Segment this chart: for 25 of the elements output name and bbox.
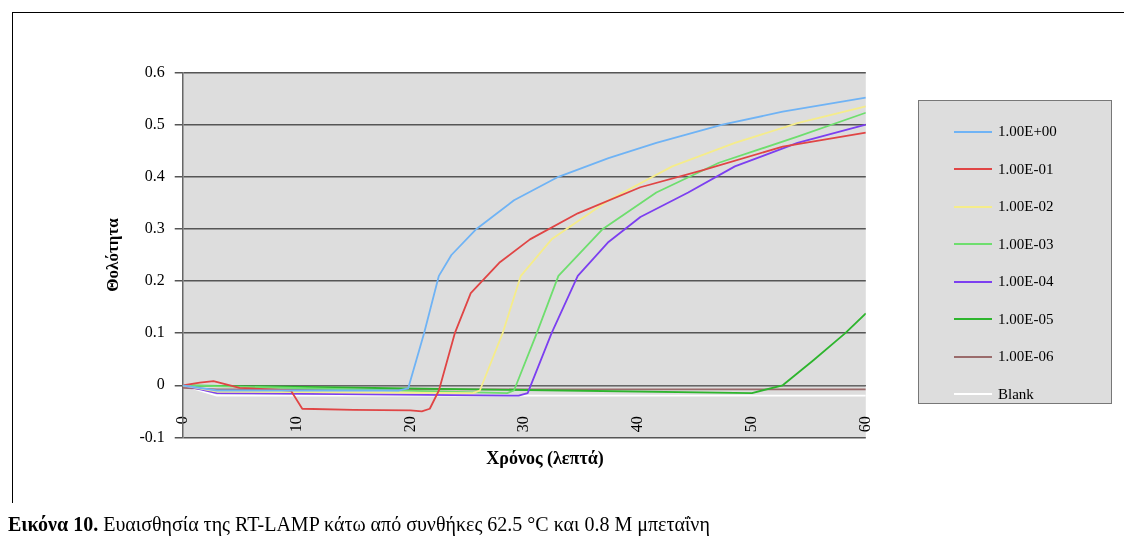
legend-label: 1.00E-06 <box>998 348 1054 366</box>
legend-label: Blank <box>998 385 1034 403</box>
x-tick-label: 30 <box>514 416 532 433</box>
y-tick-label: -0.1 <box>139 427 165 445</box>
x-tick-label: 10 <box>286 416 304 433</box>
y-tick-label: 0.4 <box>144 167 165 185</box>
legend-label: 1.00E-02 <box>998 198 1054 216</box>
y-tick-label: 0.3 <box>144 219 165 237</box>
y-tick-label: 0.2 <box>144 271 165 289</box>
y-tick-label: 0.1 <box>144 323 165 341</box>
legend-label: 1.00E-05 <box>998 310 1054 328</box>
y-axis-title: Θολότητα <box>102 217 122 292</box>
x-tick-label: 60 <box>856 416 873 433</box>
legend-label: 1.00E-03 <box>998 235 1054 253</box>
y-tick-label: 0.5 <box>144 114 165 132</box>
x-axis-title: Χρόνος (λεπτά) <box>485 448 605 469</box>
legend-label: 1.00E-01 <box>998 160 1054 178</box>
x-tick-label: 40 <box>628 416 646 433</box>
text: Εικόνα 10. Ευαισθησία της RT-LAMP κάτω από συνθήκες 62.5 °C και 0.8 M μπεταΐνη <box>8 513 710 535</box>
x-tick-label: 50 <box>742 416 760 433</box>
x-tick-label: 20 <box>400 416 418 433</box>
legend-label: 1.00E-04 <box>998 273 1054 291</box>
y-tick-label: 0.6 <box>144 62 165 80</box>
legend-label: 1.00E+00 <box>998 123 1057 141</box>
y-tick-label: 0 <box>156 375 165 393</box>
